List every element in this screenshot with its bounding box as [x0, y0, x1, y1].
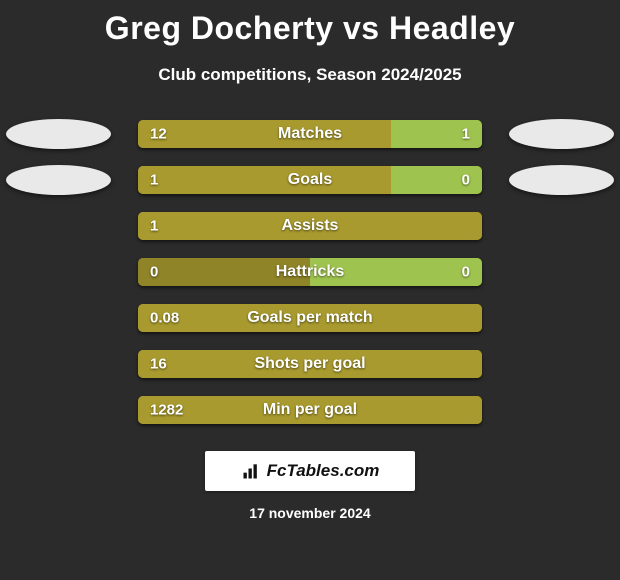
bar-segment-right — [391, 166, 482, 194]
player-marker-left — [6, 119, 111, 149]
player-marker-right — [509, 119, 614, 149]
bar-segment-left — [138, 304, 482, 332]
stat-row: Shots per goal16 — [0, 341, 620, 387]
bar-segment-left — [138, 212, 482, 240]
brand-badge[interactable]: FcTables.com — [205, 451, 415, 491]
bar-segment-right — [310, 258, 482, 286]
bar-segment-left — [138, 166, 391, 194]
stat-bar — [138, 120, 482, 148]
stat-bar — [138, 396, 482, 424]
bar-segment-left — [138, 120, 391, 148]
stat-row: Goals per match0.08 — [0, 295, 620, 341]
stat-row: Min per goal1282 — [0, 387, 620, 433]
page-title: Greg Docherty vs Headley — [0, 0, 620, 47]
bar-segment-right — [391, 120, 482, 148]
stat-row: Matches121 — [0, 111, 620, 157]
stat-bar — [138, 304, 482, 332]
footer-date: 17 november 2024 — [0, 505, 620, 521]
stat-bar — [138, 258, 482, 286]
stat-row: Goals10 — [0, 157, 620, 203]
bar-segment-left — [138, 258, 310, 286]
player-marker-left — [6, 165, 111, 195]
stat-row: Assists1 — [0, 203, 620, 249]
stat-bar — [138, 350, 482, 378]
stat-row: Hattricks00 — [0, 249, 620, 295]
bar-segment-left — [138, 350, 482, 378]
stat-bar — [138, 166, 482, 194]
bar-segment-left — [138, 396, 482, 424]
subtitle: Club competitions, Season 2024/2025 — [0, 65, 620, 85]
stat-bar — [138, 212, 482, 240]
comparison-chart: Matches121Goals10Assists1Hattricks00Goal… — [0, 111, 620, 433]
player-marker-right — [509, 165, 614, 195]
brand-text: FcTables.com — [267, 461, 380, 481]
bar-chart-icon — [241, 461, 261, 481]
